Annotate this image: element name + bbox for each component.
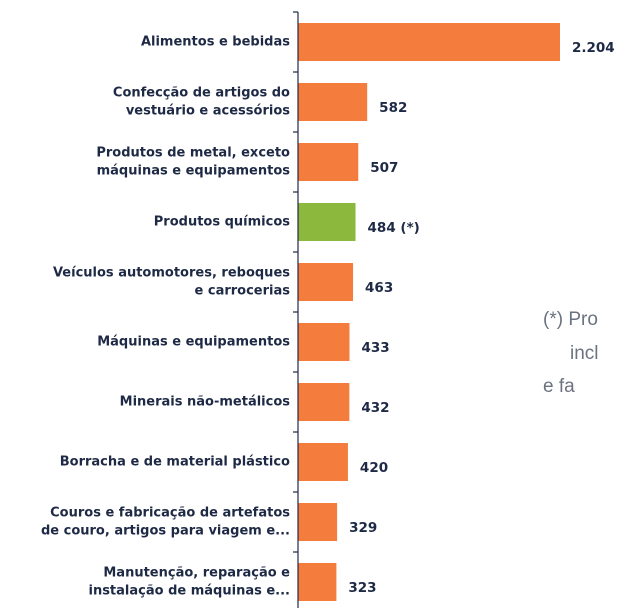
bar [298,83,368,121]
bar [298,263,354,301]
category-label: Veículos automotores, reboques [53,266,290,281]
bar [298,203,356,241]
category-label: Máquinas e equipamentos [97,335,290,350]
category-label: máquinas e equipamentos [97,164,291,179]
bar [298,503,338,541]
category-label: Produtos químicos [154,215,290,230]
bar [298,23,560,61]
value-label: 463 [365,280,393,296]
bar [298,323,350,361]
value-label: 484 (*) [368,220,420,236]
value-label: 507 [370,160,398,176]
value-label: 2.204 [572,40,615,56]
annotation: incl [570,343,599,364]
annotation: (*) Pro [543,309,598,330]
category-label: Alimentos e bebidas [141,35,290,50]
value-label: 582 [379,100,407,116]
value-label: 433 [361,340,389,356]
category-label: Produtos de metal, exceto [96,146,290,161]
category-label: Couros e fabricação de artefatos [50,506,290,521]
category-label: Minerais não-metálicos [120,395,291,410]
category-label: vestuário e acessórios [126,104,290,119]
value-label: 420 [360,460,388,476]
bar [298,383,350,421]
category-label: Manutenção, reparação e [103,566,290,581]
bar [298,443,348,481]
value-label: 323 [348,580,376,596]
category-label: Confecção de artigos do [113,86,290,101]
value-label: 329 [349,520,377,536]
category-label: e carrocerias [195,284,291,299]
category-label: de couro, artigos para viagem e... [41,524,290,539]
category-label: instalação de máquinas e... [88,584,290,599]
category-label: Borracha e de material plástico [60,455,290,470]
bar [298,563,337,601]
annotation: e fa [543,376,575,397]
bar [298,143,359,181]
value-label: 432 [361,400,389,416]
